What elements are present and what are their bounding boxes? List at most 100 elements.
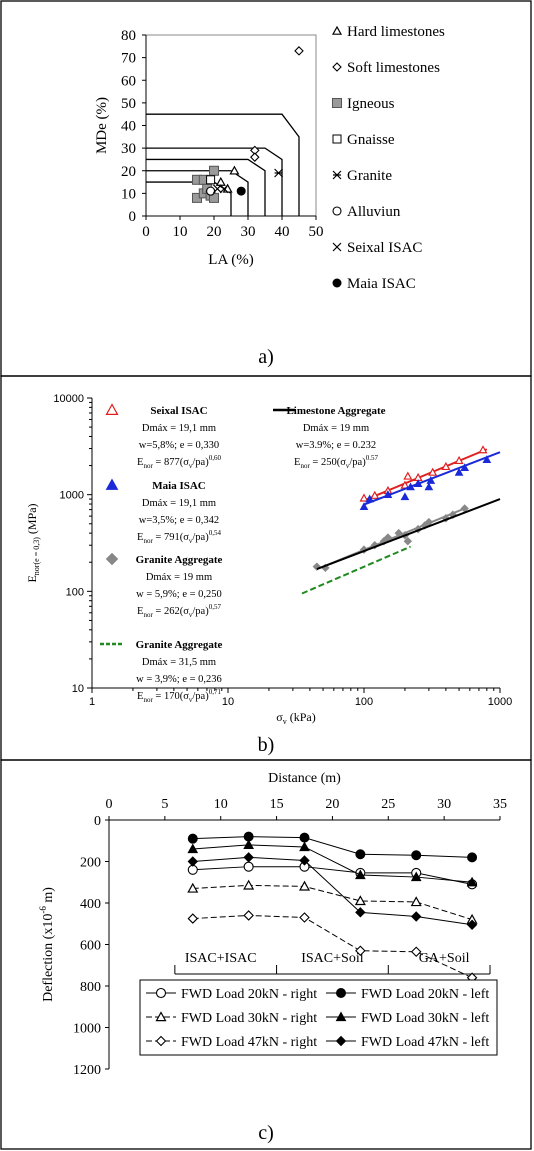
legend-label: FWD Load 20kN - right (181, 987, 317, 1002)
y-tick-label: 200 (80, 856, 101, 871)
data-point (250, 152, 260, 162)
legend-label: Soft limestones (347, 60, 440, 76)
legend-title: Limestone Aggregate (286, 405, 385, 417)
legend-label: FWD Load 30kN - left (361, 1011, 489, 1026)
x-tick-label: 1 (89, 696, 95, 708)
boundary-line (146, 170, 249, 216)
data-point (187, 913, 199, 924)
legend-marker (332, 98, 342, 108)
y-axis-label: Enor(e = 0,3) (MPa) (25, 503, 41, 582)
data-point (370, 490, 380, 499)
data-point (299, 841, 310, 852)
data-point (209, 165, 219, 176)
y-tick-label: 10000 (53, 393, 84, 405)
x-tick-label: 35 (493, 797, 507, 812)
legend-label: Gnaisse (347, 132, 395, 148)
data-point (406, 482, 415, 491)
legend-label: Seixal ISAC (347, 240, 422, 256)
legend-label: FWD Load 30kN - right (181, 1011, 317, 1026)
legend-label: FWD Load 20kN - left (361, 987, 489, 1002)
data-point (426, 476, 436, 484)
y-tick-label: 1200 (73, 1063, 101, 1078)
data-point (243, 861, 254, 872)
x-axis-label: Distance (m) (268, 771, 341, 786)
data-point (359, 493, 369, 502)
legend-line: w = 3,9%; e = 0,236 (136, 674, 222, 685)
legend-line: Dmáx = 19 mm (303, 423, 369, 434)
x-tick-label: 20 (207, 224, 222, 240)
legend-equation: Enor = 262(σv/pa)0,57 (137, 603, 221, 619)
legend-marker (331, 25, 343, 35)
data-point (400, 492, 410, 501)
x-tick-label: 50 (309, 224, 324, 240)
y-tick-label: 400 (80, 897, 101, 912)
data-point (365, 494, 374, 503)
x-tick-label: 10 (214, 797, 228, 812)
data-point (355, 849, 366, 860)
y-axis-label: MDe (%) (94, 97, 110, 154)
y-tick-label: 0 (94, 814, 101, 829)
x-tick-label: 10 (222, 696, 234, 708)
legend-label: FWD Load 47kN - right (181, 1035, 317, 1050)
legend-line: Dmáx = 19 mm (146, 572, 212, 583)
x-tick-label: 0 (142, 224, 150, 240)
legend-label: Maia ISAC (347, 276, 416, 292)
data-point (354, 895, 366, 906)
data-point (243, 910, 254, 921)
x-tick-label: 10 (173, 224, 188, 240)
boundary-line (146, 147, 283, 216)
data-point (299, 832, 310, 843)
y-tick-label: 60 (121, 73, 136, 89)
boundary-line (146, 113, 300, 216)
panel-c-label: c) (258, 1122, 274, 1144)
x-tick-label: 25 (381, 797, 395, 812)
data-point (394, 528, 403, 538)
data-point (187, 882, 199, 893)
data-point (410, 896, 422, 907)
legend-marker (335, 1035, 347, 1047)
x-tick-label: 0 (106, 797, 113, 812)
x-axis-label: σv (kPa) (276, 710, 315, 726)
y-tick-label: 1000 (60, 490, 84, 502)
fit-line (316, 498, 501, 570)
data-point (212, 184, 222, 194)
legend-label: FWD Load 47kN - left (361, 1035, 489, 1050)
data-point (410, 871, 422, 882)
legend-line: Dmáx = 19,1 mm (142, 423, 216, 434)
y-tick-label: 10 (72, 683, 84, 695)
y-tick-label: 30 (121, 141, 136, 157)
legend-marker (332, 278, 342, 288)
data-point (299, 855, 310, 866)
legend-marker (155, 1035, 167, 1047)
data-point (206, 175, 216, 185)
data-point (187, 856, 198, 867)
y-tick-label: 80 (121, 28, 136, 44)
data-point (454, 455, 464, 465)
y-tick-label: 100 (66, 586, 84, 598)
series-line (192, 856, 473, 926)
data-point (411, 850, 422, 861)
legend-marker (332, 170, 342, 180)
legend-marker (105, 478, 119, 490)
legend-title: Granite Aggregate (136, 639, 223, 651)
legend-marker (155, 987, 167, 999)
data-point (410, 946, 422, 958)
data-point (206, 186, 216, 196)
x-tick-label: 20 (325, 797, 339, 812)
legend-marker (336, 988, 346, 998)
legend-box (139, 979, 498, 1056)
x-tick-label: 40 (275, 224, 290, 240)
legend-equation: Enor = 250(σv/pa)0.57 (294, 454, 378, 470)
boundary-line (146, 158, 266, 216)
panel-b-frame (0, 375, 532, 761)
legend-marker (105, 403, 119, 415)
data-point (299, 912, 310, 923)
data-point (355, 945, 366, 957)
y-tick-label: 40 (121, 119, 136, 135)
x-tick-label: 1000 (488, 696, 512, 708)
panel-a-label: a) (258, 346, 274, 368)
data-point (219, 184, 229, 194)
panel-b-label: b) (258, 734, 275, 756)
legend-label: Hard limestones (347, 24, 445, 40)
